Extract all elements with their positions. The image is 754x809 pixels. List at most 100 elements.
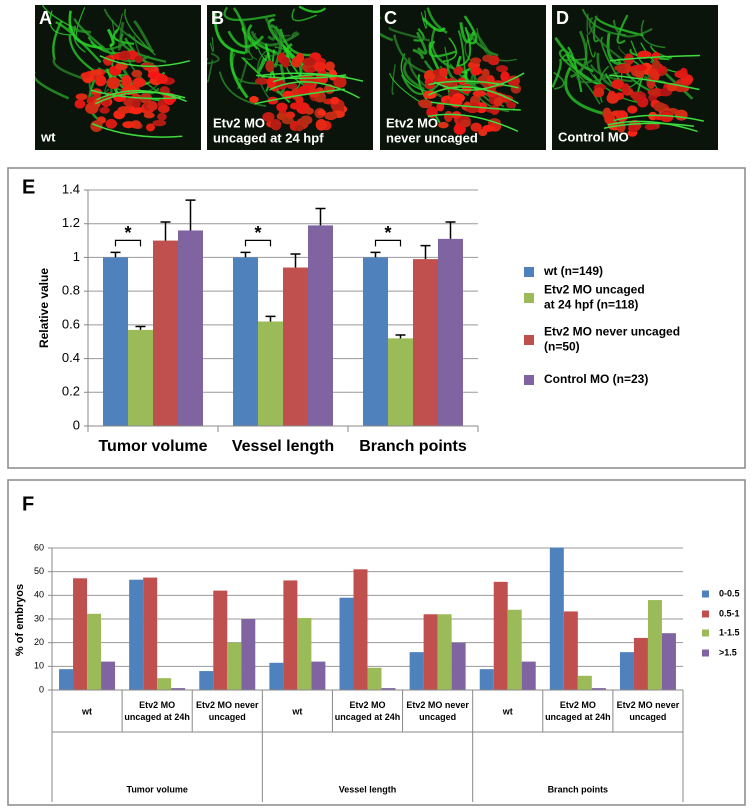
y-tick-label: 20: [34, 637, 44, 647]
group-label: Tumor volume: [126, 784, 187, 794]
vessel: [428, 80, 519, 89]
significance-bracket: [244, 239, 272, 247]
cell: [75, 93, 88, 101]
vessel: [640, 19, 666, 49]
bar: [101, 661, 116, 690]
group-label: Branch points: [548, 784, 609, 794]
vessel: [570, 30, 588, 79]
y-tick-label: 50: [34, 566, 44, 576]
legend-label: wt (n=149): [543, 264, 603, 278]
vessel: [223, 6, 276, 21]
cell: [157, 104, 170, 114]
cell: [306, 57, 315, 65]
cell: [143, 112, 155, 119]
vessel: [428, 86, 519, 105]
vessel: [236, 60, 248, 90]
vessel: [403, 61, 425, 91]
vessel: [568, 67, 601, 105]
vessel: [229, 49, 249, 99]
panel-caption: Etv2 MO never uncaged: [386, 116, 478, 146]
legend-swatch: [702, 610, 709, 618]
panel-letter: A: [39, 8, 52, 28]
bar: [283, 580, 298, 690]
vessel: [400, 74, 443, 95]
error-bar: [240, 251, 251, 258]
cell: [118, 50, 131, 61]
cell: [117, 106, 131, 114]
cell: [653, 102, 666, 112]
vessel: [90, 89, 181, 100]
vessel: [388, 27, 431, 42]
y-tick-label: 40: [34, 590, 44, 600]
vessel: [241, 56, 291, 104]
vessel: [400, 53, 434, 94]
significance-label: *: [124, 223, 131, 243]
vessel: [598, 65, 610, 103]
cell: [276, 102, 288, 112]
cell: [659, 111, 674, 123]
cell: [80, 72, 91, 79]
bar: [241, 619, 256, 690]
micrograph-content: [380, 5, 546, 150]
vessel: [613, 114, 704, 122]
cell: [330, 96, 340, 105]
cell: [262, 112, 275, 122]
panel-letter: E: [22, 176, 35, 198]
legend-label: 1-1.5: [719, 627, 740, 637]
cell: [249, 96, 259, 104]
vessel: [218, 71, 267, 107]
cell: [147, 101, 158, 111]
cell: [131, 69, 143, 78]
panel-letter: D: [556, 8, 569, 28]
cell: [507, 75, 520, 87]
vessel: [213, 11, 246, 55]
bar: [633, 637, 648, 690]
cell: [295, 52, 305, 64]
vessel: [285, 49, 309, 88]
cell: [157, 112, 167, 121]
legend-swatch: [524, 267, 534, 277]
x-tick-label: wt: [502, 706, 513, 716]
bar: [157, 678, 172, 690]
cell: [276, 112, 286, 120]
cell: [95, 75, 107, 87]
cell: [106, 77, 121, 90]
vessel: [618, 45, 643, 67]
cell: [470, 57, 482, 64]
vessel: [609, 74, 700, 91]
cell: [438, 67, 448, 78]
cell: [472, 90, 487, 97]
bar: [363, 257, 388, 426]
cell: [324, 111, 338, 121]
cell: [132, 77, 146, 88]
cell: [647, 88, 660, 96]
bar: [591, 688, 606, 690]
cell: [604, 113, 616, 125]
bar: [507, 609, 522, 690]
cell: [490, 104, 500, 116]
bar: [619, 652, 634, 690]
cell: [481, 68, 490, 79]
cell: [74, 99, 86, 109]
vessel: [552, 58, 562, 88]
cell: [470, 66, 483, 76]
vessel: [576, 68, 625, 84]
micrograph-content: [552, 5, 718, 150]
vessel: [607, 120, 698, 133]
cell: [630, 91, 640, 100]
x-tick-label: wt: [291, 706, 302, 716]
legend-label: 0-0.5: [719, 588, 740, 598]
error-bar: [395, 334, 406, 339]
bar: [493, 581, 508, 690]
bar: [73, 578, 88, 690]
vessel: [579, 59, 593, 80]
bar: [311, 661, 326, 690]
cell: [674, 70, 688, 79]
vessel: [207, 59, 214, 83]
group-label: Vessel length: [339, 784, 397, 794]
bar: [409, 652, 424, 690]
bar: [233, 257, 258, 426]
vessel: [106, 28, 115, 47]
vessel: [232, 7, 248, 54]
vessel: [588, 16, 628, 64]
